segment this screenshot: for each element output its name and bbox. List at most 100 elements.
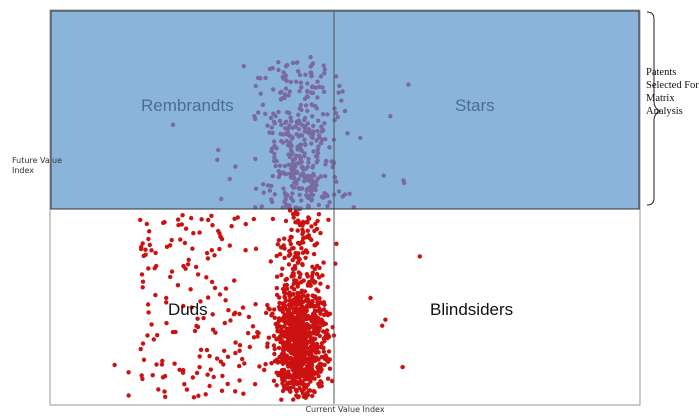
- data-point: [155, 333, 160, 338]
- data-point: [280, 381, 285, 386]
- data-point: [313, 336, 318, 341]
- data-point: [163, 394, 168, 399]
- data-point: [156, 387, 161, 392]
- data-point: [282, 294, 287, 300]
- data-point: [218, 234, 223, 239]
- data-point: [217, 292, 223, 297]
- selected-point: [290, 125, 295, 131]
- data-point: [195, 272, 201, 277]
- data-point: [138, 346, 143, 352]
- data-point: [291, 397, 296, 402]
- data-point: [324, 357, 329, 362]
- data-point: [280, 266, 285, 271]
- selected-point: [315, 150, 321, 156]
- selected-point: [271, 87, 276, 92]
- selected-point: [273, 163, 278, 169]
- selected-point: [308, 64, 313, 69]
- data-point: [288, 303, 293, 308]
- data-point: [212, 253, 217, 258]
- selected-point: [311, 171, 316, 177]
- data-point: [318, 300, 323, 305]
- data-point: [316, 303, 321, 309]
- data-point: [334, 241, 339, 246]
- selected-point: [269, 149, 274, 154]
- data-point: [304, 272, 310, 277]
- data-point: [218, 359, 223, 364]
- data-point: [246, 314, 252, 320]
- data-point: [188, 287, 193, 292]
- selected-point: [294, 181, 299, 186]
- data-point: [223, 298, 228, 303]
- quadrant-label-stars: Stars: [455, 96, 495, 115]
- data-point: [251, 216, 256, 222]
- data-point: [169, 237, 174, 243]
- selected-point: [317, 135, 322, 140]
- data-point: [289, 312, 294, 318]
- data-point: [220, 373, 225, 379]
- selected-point: [332, 174, 337, 180]
- data-point: [255, 334, 260, 339]
- data-point: [153, 250, 158, 256]
- selected-point: [320, 85, 325, 90]
- selected-point: [283, 193, 288, 198]
- selected-point: [296, 126, 301, 132]
- data-point: [301, 394, 307, 399]
- data-point: [145, 302, 151, 307]
- selected-point: [296, 185, 301, 191]
- selected-point: [263, 75, 268, 81]
- data-point: [283, 298, 288, 304]
- data-point: [298, 272, 303, 277]
- selected-point: [302, 166, 307, 172]
- selected-point: [318, 74, 324, 79]
- data-point: [325, 376, 331, 381]
- data-point: [308, 344, 314, 349]
- selected-point: [281, 186, 286, 191]
- data-point: [276, 319, 281, 324]
- data-point: [250, 324, 256, 329]
- data-point: [217, 246, 222, 252]
- data-point: [291, 215, 296, 220]
- data-point: [299, 346, 305, 352]
- data-point: [140, 376, 145, 382]
- data-point: [225, 381, 230, 387]
- data-point: [291, 281, 297, 286]
- selected-point: [270, 199, 275, 205]
- data-point: [290, 367, 295, 372]
- data-point: [313, 279, 318, 285]
- selected-point: [297, 89, 302, 94]
- selected-point: [298, 133, 304, 138]
- selected-point: [306, 160, 311, 165]
- data-point: [296, 301, 301, 307]
- data-point: [296, 320, 301, 325]
- selected-point: [284, 138, 289, 144]
- data-point: [288, 330, 294, 335]
- quadrant-label-duds: Duds: [168, 300, 208, 319]
- data-point: [207, 353, 212, 359]
- data-point: [269, 313, 274, 318]
- data-point: [146, 236, 151, 242]
- data-point: [278, 359, 284, 364]
- data-point: [300, 391, 306, 396]
- selected-point: [272, 158, 277, 164]
- data-point: [210, 223, 215, 228]
- selected-point: [253, 83, 258, 89]
- data-point: [153, 292, 158, 298]
- selected-point: [282, 92, 288, 97]
- selection-brace: [646, 11, 662, 206]
- selected-point: [303, 103, 309, 108]
- data-point: [296, 311, 302, 316]
- selected-point: [305, 186, 310, 191]
- data-point: [299, 369, 305, 374]
- selected-point: [358, 135, 363, 141]
- selected-point: [321, 89, 327, 95]
- data-point: [190, 375, 195, 380]
- data-point: [314, 271, 320, 277]
- selected-point: [295, 147, 300, 152]
- data-point: [280, 301, 285, 306]
- data-point: [149, 248, 154, 253]
- data-point: [284, 327, 289, 332]
- quadrant-label-rembrandts: Rembrandts: [141, 96, 234, 115]
- data-point: [237, 348, 242, 353]
- data-point: [141, 357, 147, 362]
